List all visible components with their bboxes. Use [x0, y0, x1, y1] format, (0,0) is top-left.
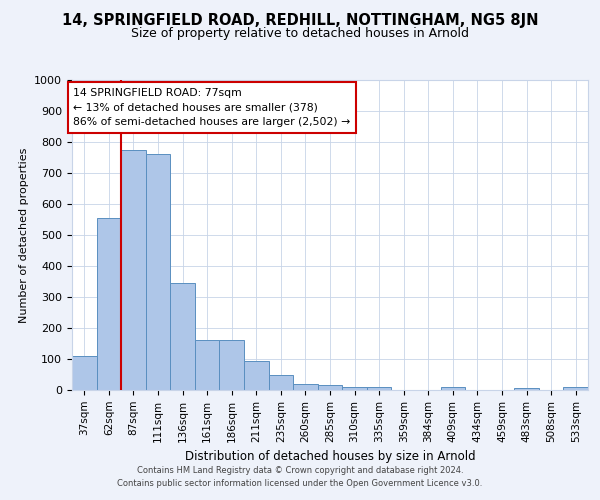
- Bar: [269, 374, 293, 390]
- Bar: [563, 387, 588, 390]
- Bar: [195, 340, 220, 390]
- Bar: [146, 154, 170, 390]
- Bar: [318, 386, 342, 390]
- Text: Contains HM Land Registry data © Crown copyright and database right 2024.
Contai: Contains HM Land Registry data © Crown c…: [118, 466, 482, 487]
- Bar: [72, 356, 97, 390]
- X-axis label: Distribution of detached houses by size in Arnold: Distribution of detached houses by size …: [185, 450, 475, 463]
- Bar: [514, 388, 539, 390]
- Y-axis label: Number of detached properties: Number of detached properties: [19, 148, 29, 322]
- Bar: [440, 387, 465, 390]
- Text: Size of property relative to detached houses in Arnold: Size of property relative to detached ho…: [131, 28, 469, 40]
- Bar: [121, 150, 146, 390]
- Bar: [170, 283, 195, 390]
- Bar: [342, 387, 367, 390]
- Text: 14, SPRINGFIELD ROAD, REDHILL, NOTTINGHAM, NG5 8JN: 14, SPRINGFIELD ROAD, REDHILL, NOTTINGHA…: [62, 12, 538, 28]
- Bar: [97, 218, 121, 390]
- Bar: [220, 340, 244, 390]
- Text: 14 SPRINGFIELD ROAD: 77sqm
← 13% of detached houses are smaller (378)
86% of sem: 14 SPRINGFIELD ROAD: 77sqm ← 13% of deta…: [73, 88, 350, 128]
- Bar: [367, 387, 391, 390]
- Bar: [244, 360, 269, 390]
- Bar: [293, 384, 318, 390]
